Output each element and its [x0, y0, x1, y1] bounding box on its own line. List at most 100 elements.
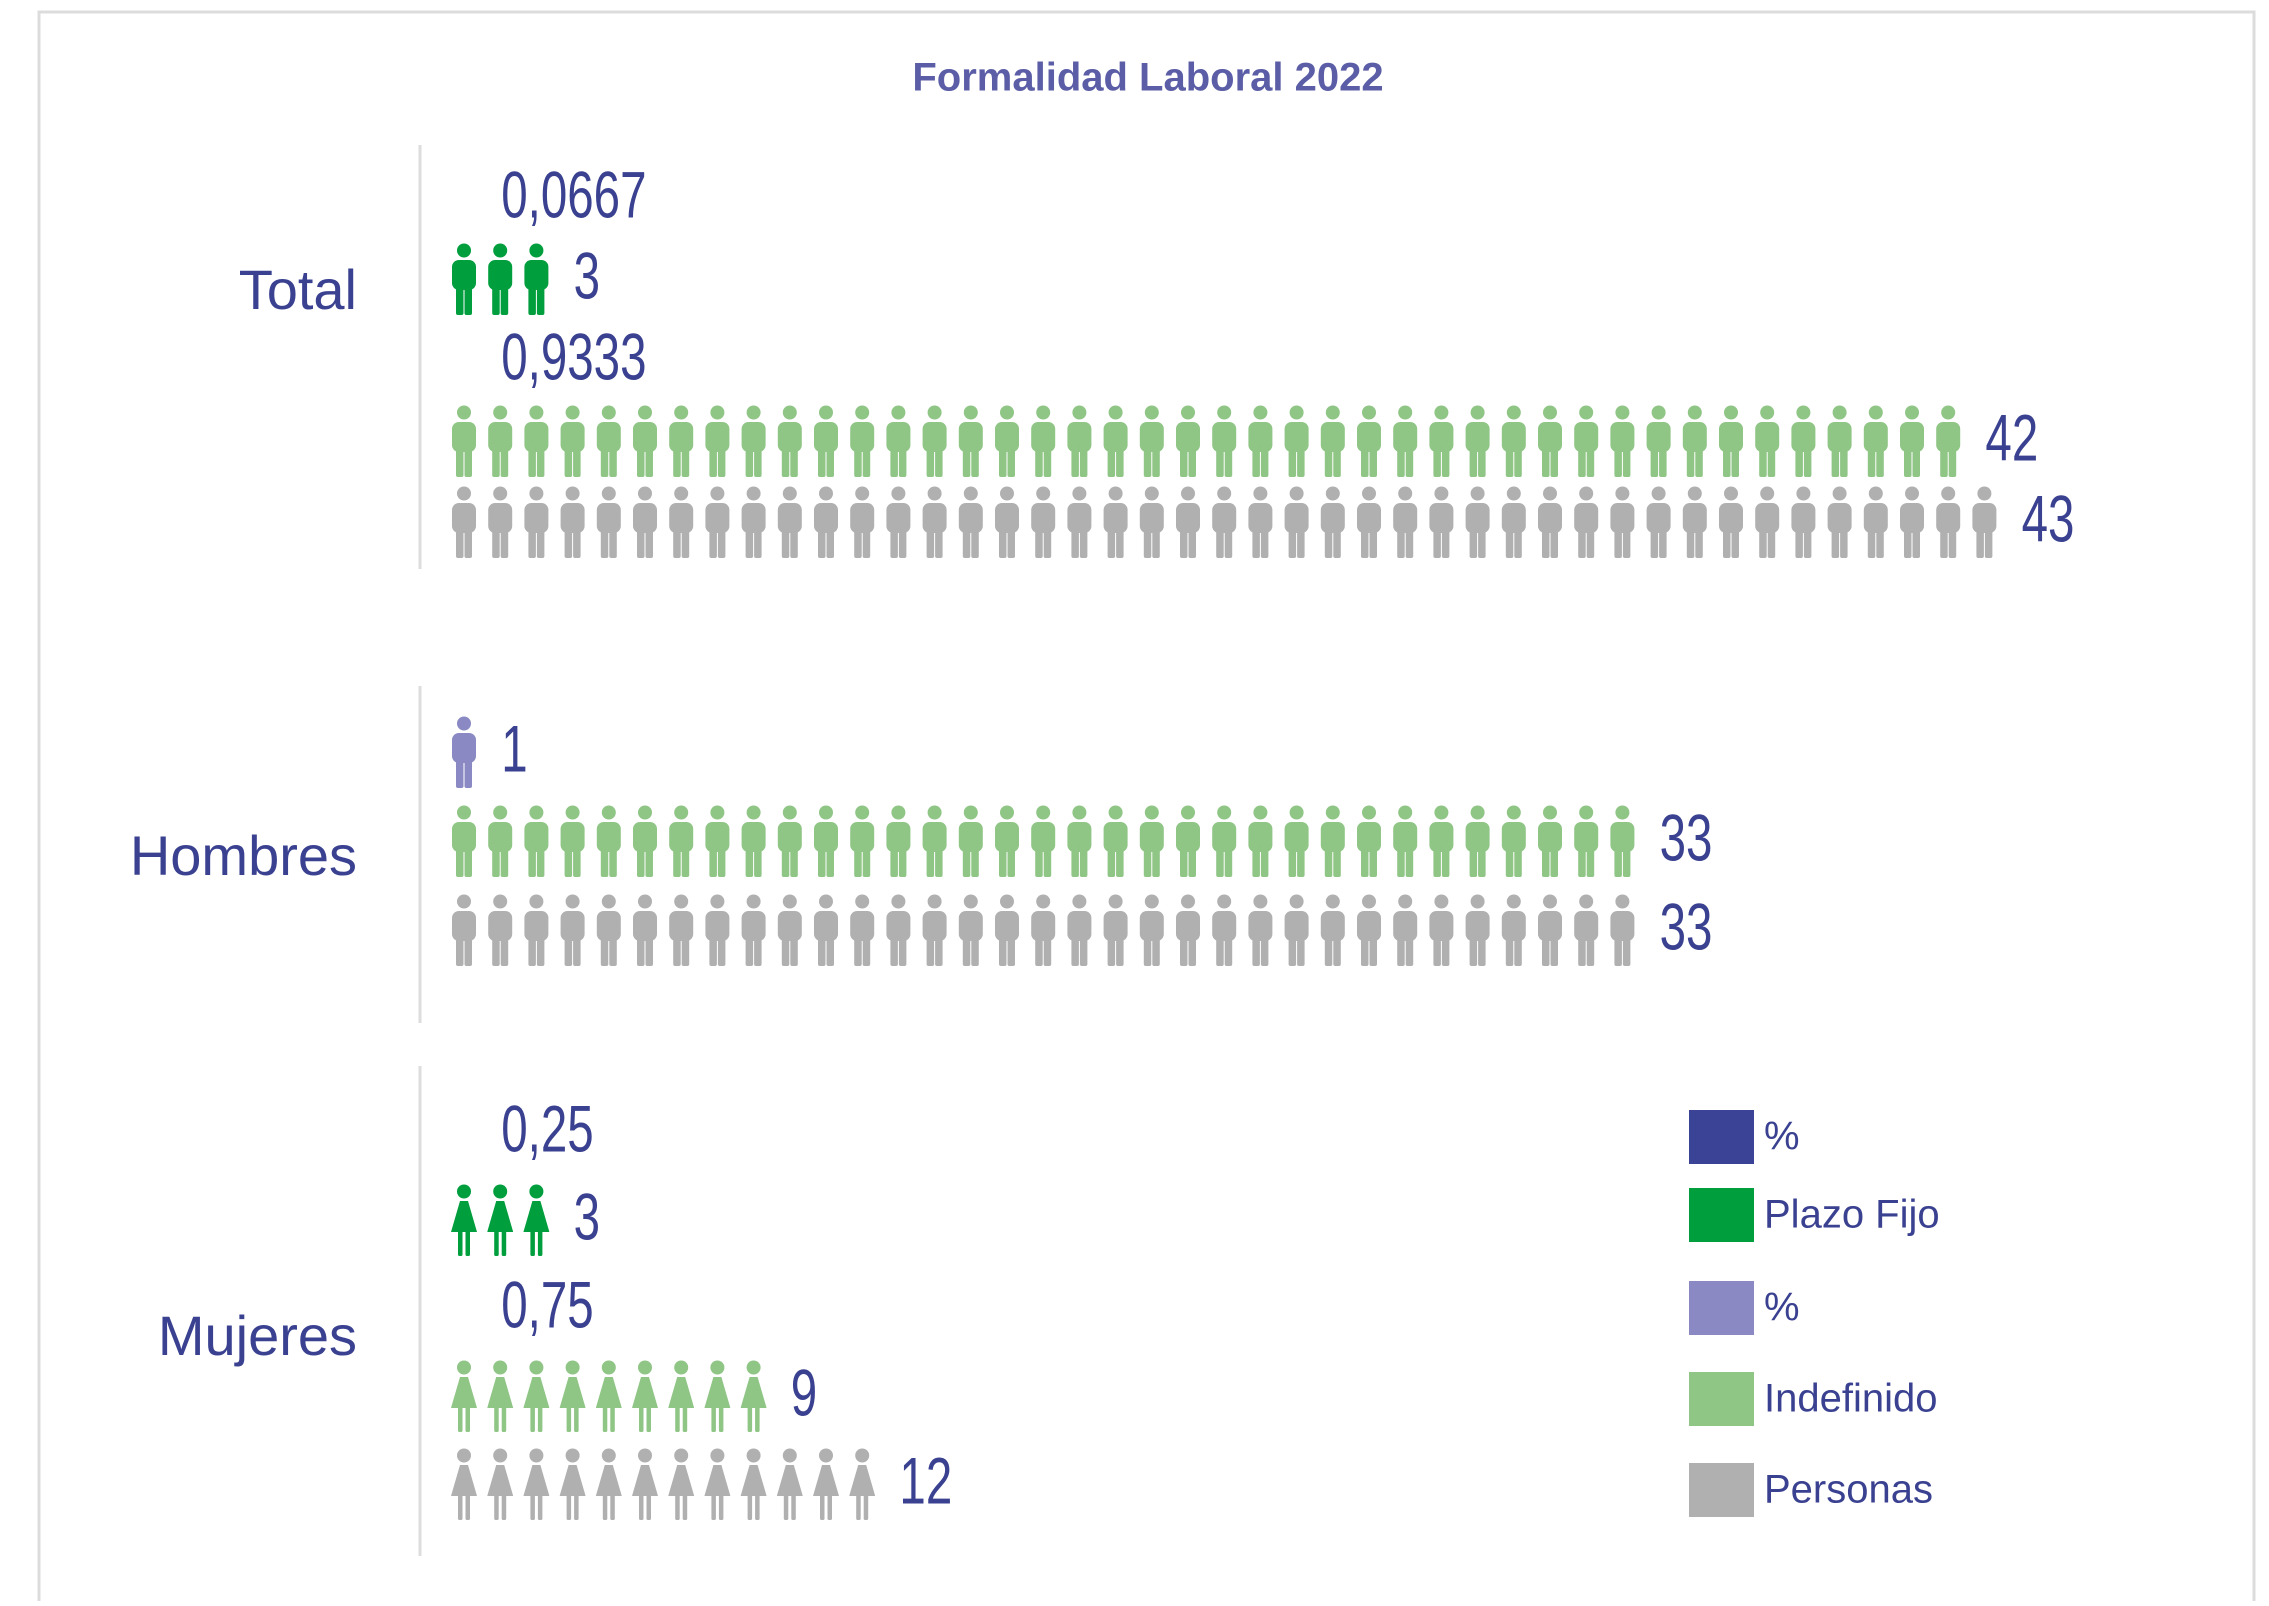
person-icon: [452, 805, 476, 877]
person-icon: [1176, 805, 1200, 877]
person-icon: [1538, 894, 1562, 966]
person-icon: [1646, 486, 1671, 558]
person-icon: [958, 486, 983, 558]
person-icon: [1465, 805, 1490, 877]
person-icon: [451, 1096, 458, 1168]
person-icon: [488, 894, 513, 966]
person-icon: [1465, 486, 1490, 558]
value-label: 42: [1985, 402, 2038, 475]
person-icon: [596, 486, 621, 558]
person-icon: [958, 805, 983, 877]
person-icon: [559, 1448, 586, 1520]
person-icon: [1393, 805, 1418, 877]
person-icon: [777, 894, 802, 966]
legend-label: %: [1764, 1286, 1800, 1330]
person-icon: [814, 405, 838, 477]
person-icon: [1429, 405, 1454, 477]
person-icon: [633, 894, 657, 966]
chart-title: Formalidad Laboral 2022: [912, 56, 1383, 100]
person-icon: [1284, 405, 1309, 477]
value-label: 1: [501, 713, 527, 786]
person-icon: [1357, 405, 1381, 477]
person-icon: [740, 1448, 767, 1520]
person-icon: [1429, 486, 1454, 558]
person-icon: [1393, 486, 1418, 558]
person-icon: [1900, 486, 1924, 558]
person-icon: [1176, 894, 1200, 966]
value-label: 0,75: [501, 1269, 593, 1342]
person-icon: [669, 486, 694, 558]
person-icon: [1501, 405, 1526, 477]
category-label: Hombres: [130, 824, 357, 887]
person-icon: [668, 1448, 695, 1520]
person-icon: [958, 894, 983, 966]
person-icon: [524, 805, 549, 877]
person-icon: [814, 894, 838, 966]
person-icon: [741, 486, 766, 558]
person-icon: [632, 1360, 658, 1432]
person-icon: [487, 1360, 514, 1432]
legend-swatch: [1689, 1110, 1754, 1164]
person-icon: [1320, 894, 1345, 966]
legend-label: Indefinido: [1764, 1377, 1937, 1421]
person-icon: [452, 162, 453, 234]
person-icon: [886, 805, 911, 877]
person-icon: [1284, 894, 1309, 966]
person-icon: [1429, 894, 1454, 966]
person-icon: [850, 894, 875, 966]
person-icon: [633, 486, 657, 558]
legend-label: %: [1764, 1115, 1800, 1159]
person-icon: [1791, 486, 1816, 558]
person-icon: [1176, 486, 1200, 558]
person-icon: [1501, 805, 1526, 877]
person-icon: [850, 405, 875, 477]
category-label: Total: [239, 258, 357, 321]
person-icon: [523, 1360, 550, 1432]
person-icon: [451, 1360, 477, 1432]
person-icon: [560, 894, 585, 966]
person-icon: [560, 486, 585, 558]
person-icon: [1610, 405, 1635, 477]
person-icon: [1248, 894, 1273, 966]
person-icon: [524, 486, 549, 558]
person-icon: [741, 805, 766, 877]
person-icon: [1682, 405, 1707, 477]
person-icon: [1139, 894, 1164, 966]
person-icon: [1610, 894, 1635, 966]
person-icon: [1574, 405, 1599, 477]
person-icon: [1972, 486, 1997, 558]
person-icon: [1212, 405, 1237, 477]
person-icon: [669, 894, 694, 966]
value-label: 3: [574, 240, 600, 313]
person-icon: [1031, 805, 1056, 877]
person-icon: [1284, 486, 1309, 558]
legend-label: Plazo Fijo: [1764, 1193, 1940, 1237]
category-label: Mujeres: [158, 1304, 357, 1367]
person-icon: [1465, 405, 1490, 477]
person-icon: [1501, 486, 1526, 558]
person-icon: [922, 894, 947, 966]
person-icon: [523, 1184, 550, 1256]
value-label: 33: [1660, 891, 1713, 964]
person-icon: [741, 894, 766, 966]
person-icon: [1248, 805, 1273, 877]
person-icon: [559, 1360, 586, 1432]
legend-swatch: [1689, 1188, 1754, 1242]
person-icon: [1863, 486, 1888, 558]
person-icon: [452, 324, 476, 396]
person-icon: [488, 486, 513, 558]
person-icon: [595, 1448, 622, 1520]
person-icon: [1827, 486, 1852, 558]
person-icon: [1212, 486, 1237, 558]
person-icon: [995, 805, 1019, 877]
person-icon: [596, 805, 621, 877]
person-icon: [922, 805, 947, 877]
person-icon: [452, 243, 476, 315]
person-icon: [524, 243, 549, 315]
person-icon: [1682, 486, 1707, 558]
person-icon: [523, 1448, 550, 1520]
person-icon: [1538, 805, 1562, 877]
person-icon: [452, 716, 476, 788]
person-icon: [1791, 405, 1816, 477]
